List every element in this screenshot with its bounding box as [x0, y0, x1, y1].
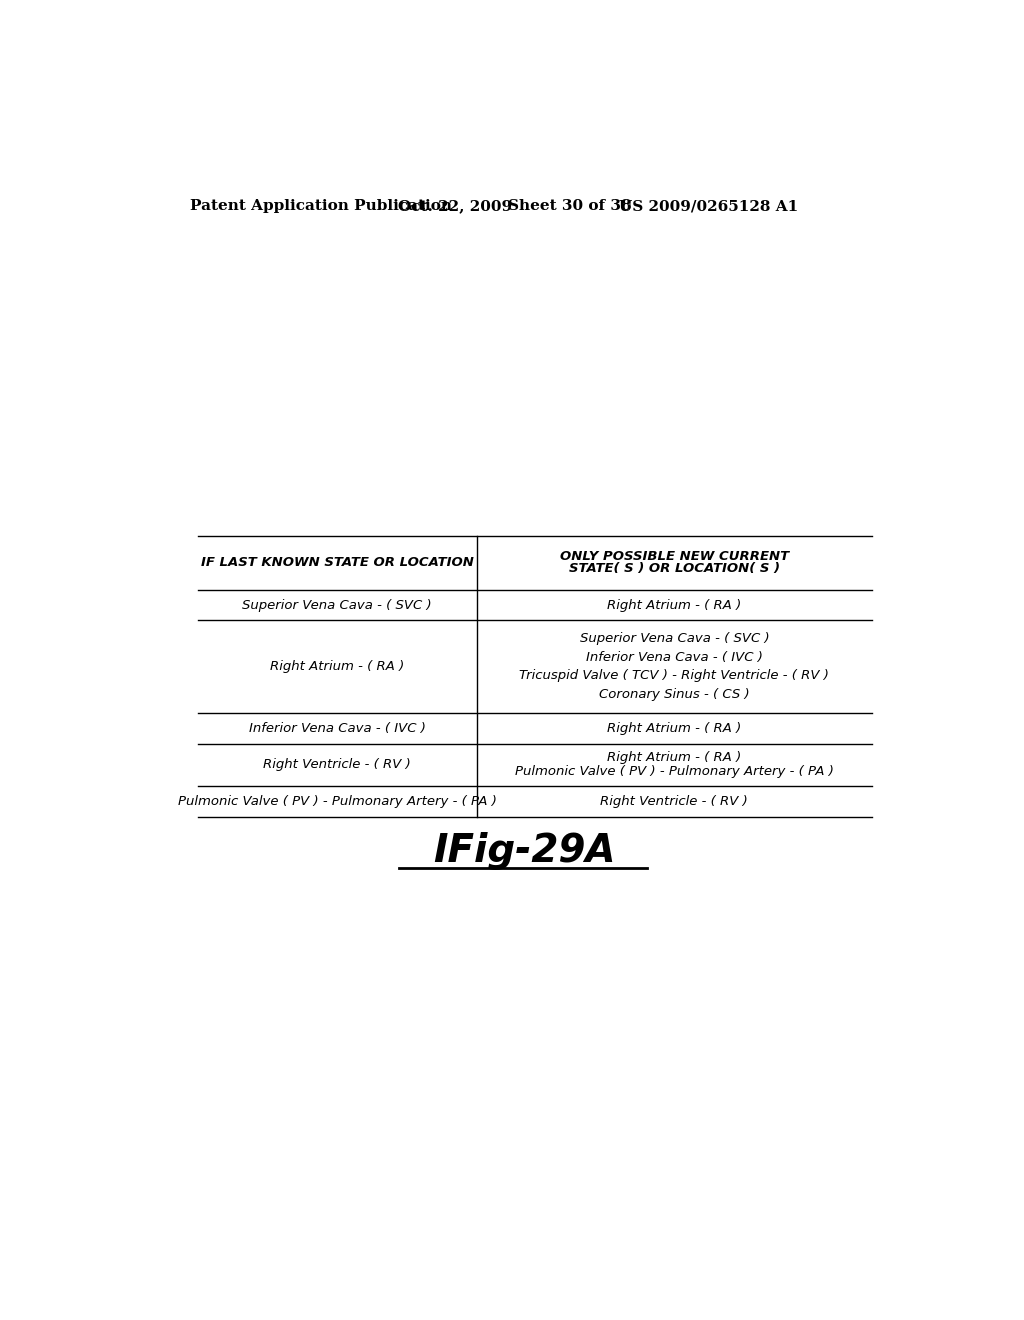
Text: Inferior Vena Cava - ( IVC ): Inferior Vena Cava - ( IVC ): [249, 722, 426, 735]
Text: Right Atrium - ( RA ): Right Atrium - ( RA ): [270, 660, 404, 673]
Text: Right Ventricle - ( RV ): Right Ventricle - ( RV ): [600, 795, 749, 808]
Text: Right Atrium - ( RA ): Right Atrium - ( RA ): [607, 598, 741, 611]
Text: Tricuspid Valve ( TCV ) - Right Ventricle - ( RV ): Tricuspid Valve ( TCV ) - Right Ventricl…: [519, 669, 829, 682]
Text: Superior Vena Cava - ( SVC ): Superior Vena Cava - ( SVC ): [580, 632, 769, 645]
Text: STATE( S ) OR LOCATION( S ): STATE( S ) OR LOCATION( S ): [569, 562, 780, 576]
Text: Superior Vena Cava - ( SVC ): Superior Vena Cava - ( SVC ): [243, 598, 432, 611]
Text: IF LAST KNOWN STATE OR LOCATION: IF LAST KNOWN STATE OR LOCATION: [201, 556, 474, 569]
Text: ONLY POSSIBLE NEW CURRENT: ONLY POSSIBLE NEW CURRENT: [560, 550, 788, 564]
Text: US 2009/0265128 A1: US 2009/0265128 A1: [618, 199, 798, 213]
Text: Sheet 30 of 38: Sheet 30 of 38: [508, 199, 632, 213]
Text: Right Atrium - ( RA ): Right Atrium - ( RA ): [607, 722, 741, 735]
Text: Coronary Sinus - ( CS ): Coronary Sinus - ( CS ): [599, 688, 750, 701]
Text: Pulmonic Valve ( PV ) - Pulmonary Artery - ( PA ): Pulmonic Valve ( PV ) - Pulmonary Artery…: [515, 766, 834, 779]
Text: Oct. 22, 2009: Oct. 22, 2009: [397, 199, 512, 213]
Text: Right Atrium - ( RA ): Right Atrium - ( RA ): [607, 751, 741, 764]
Text: Right Ventricle - ( RV ): Right Ventricle - ( RV ): [263, 758, 411, 771]
Text: Inferior Vena Cava - ( IVC ): Inferior Vena Cava - ( IVC ): [586, 651, 763, 664]
Text: Pulmonic Valve ( PV ) - Pulmonary Artery - ( PA ): Pulmonic Valve ( PV ) - Pulmonary Artery…: [178, 795, 497, 808]
Text: Patent Application Publication: Patent Application Publication: [190, 199, 452, 213]
Text: IFig-29A: IFig-29A: [433, 833, 616, 870]
